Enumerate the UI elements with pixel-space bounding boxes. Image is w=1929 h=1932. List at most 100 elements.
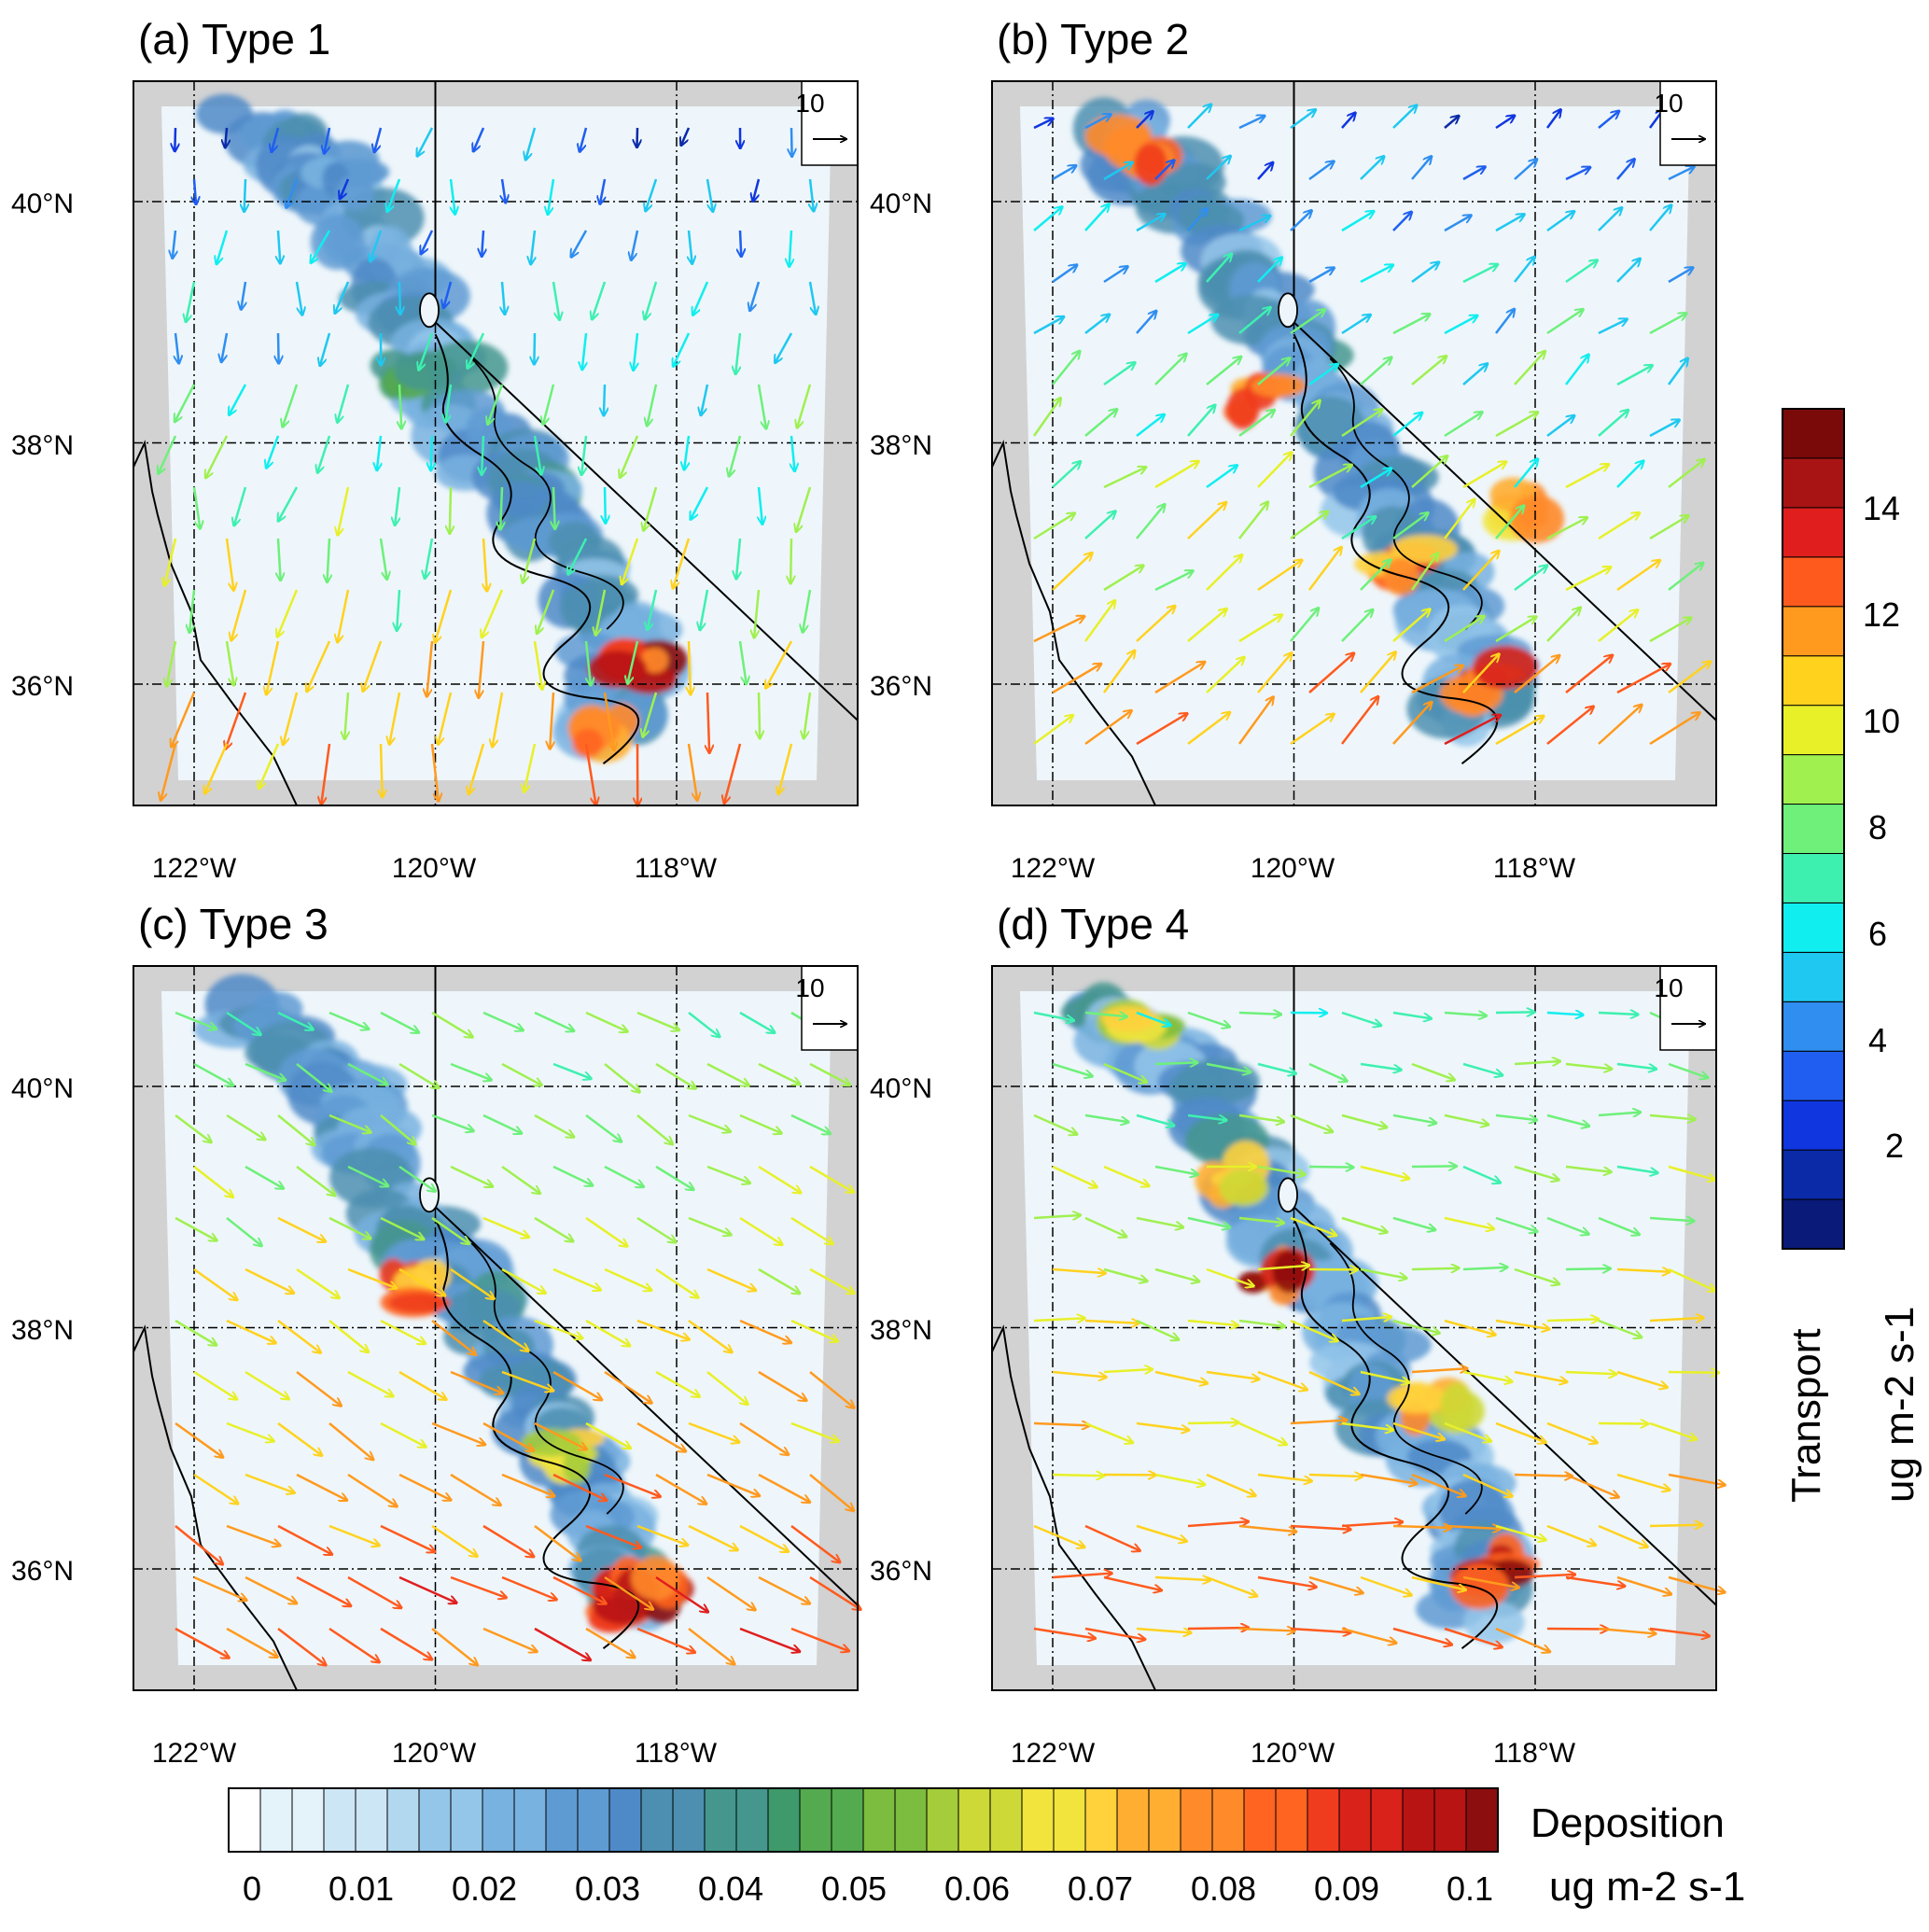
transport-vector <box>328 1524 380 1546</box>
transport-vector <box>1565 655 1613 693</box>
transport-vector <box>1616 560 1660 592</box>
transport-vector <box>1514 566 1547 592</box>
transport-vector <box>245 1165 284 1189</box>
transport-vector <box>344 692 348 739</box>
transport-vector <box>1392 1011 1432 1018</box>
transport-vector <box>1154 160 1174 180</box>
transport-vector <box>380 1114 415 1144</box>
transport-vector <box>1154 354 1186 385</box>
lat-tick-38-a: 38°N <box>11 430 74 461</box>
transport-vector <box>701 384 709 415</box>
transport-vector <box>450 1473 501 1505</box>
transport-vector <box>194 178 196 204</box>
transport-vector <box>1411 1575 1466 1590</box>
transport-vector <box>1084 114 1111 130</box>
transport-vector <box>739 1319 791 1343</box>
transport-vector <box>1668 1062 1708 1078</box>
transport-vector <box>759 486 762 525</box>
deposition-colorbar-segment <box>482 1787 515 1853</box>
transport-vector <box>1206 1370 1259 1379</box>
transport-vector <box>1084 1113 1129 1122</box>
transport-vector <box>1598 111 1619 129</box>
transport-colorbar-label: Transport <box>1783 1328 1829 1503</box>
transport-vector <box>1360 156 1384 180</box>
transport-vector <box>328 1113 371 1132</box>
ref-vector-box <box>801 965 859 1051</box>
transport-vector <box>380 1524 435 1552</box>
transport-vector <box>335 281 350 314</box>
transport-vector <box>278 538 281 581</box>
transport-vector <box>790 538 791 583</box>
transport-vector <box>1514 1061 1560 1064</box>
deposition-tick-0-07: 0.07 <box>1068 1869 1133 1908</box>
transport-vector <box>1187 1628 1249 1629</box>
transport-vector <box>482 1524 534 1557</box>
transport-vector <box>1033 513 1075 540</box>
transport-vector <box>307 640 331 692</box>
transport-vector <box>636 1627 695 1653</box>
transport-vector <box>604 1575 653 1610</box>
transport-vector <box>277 1320 321 1353</box>
transport-vector <box>175 1525 223 1564</box>
transport-vector <box>1444 315 1477 335</box>
transport-vector <box>1649 1115 1696 1119</box>
transport-vector <box>753 178 761 202</box>
transport-vector <box>1084 1321 1139 1323</box>
transport-vector <box>1495 215 1525 232</box>
transport-vector <box>435 589 453 643</box>
panel-title-b: (b) Type 2 <box>997 15 1189 63</box>
transport-tick-6: 6 <box>1868 915 1887 953</box>
transport-vector <box>1341 1011 1381 1026</box>
transport-vector <box>473 127 485 151</box>
transport-vector <box>221 332 229 362</box>
transport-vector <box>1360 1267 1407 1279</box>
transport-vector <box>186 281 196 322</box>
transport-vector <box>245 1267 294 1294</box>
transport-vector <box>317 435 331 473</box>
transport-vector <box>1257 452 1292 488</box>
transport-vector <box>1616 1062 1656 1069</box>
transport-vector <box>1084 1524 1140 1551</box>
transport-vector <box>1052 165 1076 181</box>
transport-vector <box>739 1524 789 1552</box>
transport-vector <box>431 435 432 470</box>
transport-vector <box>482 589 504 637</box>
transport-vector <box>1290 1319 1338 1341</box>
transport-vector <box>1206 465 1237 489</box>
transport-vector <box>1103 1165 1149 1186</box>
transport-vector <box>580 127 588 152</box>
transport-vector <box>1136 1524 1187 1541</box>
transport-vector <box>1565 1268 1611 1269</box>
transport-vector <box>1308 268 1335 284</box>
deposition-hotspot <box>572 728 604 758</box>
transport-tick-2: 2 <box>1885 1127 1904 1165</box>
transport-vector <box>1495 309 1515 334</box>
transport-vector <box>673 538 691 589</box>
transport-vector <box>225 640 234 686</box>
transport-vector <box>443 281 453 308</box>
transport-vector <box>338 486 350 536</box>
transport-vector <box>534 1011 574 1031</box>
transport-vector <box>1033 1524 1084 1547</box>
deposition-colorbar-segment <box>228 1787 261 1853</box>
deposition-hotspot <box>1219 1169 1269 1207</box>
transport-vector <box>585 1421 631 1449</box>
deposition-colorbar-segment <box>1148 1787 1181 1853</box>
transport-vector <box>1462 462 1506 489</box>
transport-vector <box>1341 113 1355 129</box>
transport-vector <box>296 1575 351 1606</box>
transport-vector <box>758 1165 801 1193</box>
transport-vector <box>1495 617 1536 643</box>
transport-vector <box>370 230 383 261</box>
deposition-tick-0-05: 0.05 <box>821 1869 887 1908</box>
transport-vector <box>1238 410 1275 438</box>
transport-vector <box>450 1165 493 1186</box>
transport-vector <box>1206 1473 1256 1496</box>
transport-colorbar-segment <box>1782 852 1845 903</box>
transport-vector <box>550 692 553 749</box>
transport-vector <box>1667 358 1688 385</box>
panel-frame <box>991 965 1717 1691</box>
transport-vector <box>166 640 177 687</box>
transport-vector <box>648 589 658 630</box>
lat-tick-36-c: 36°N <box>11 1556 74 1587</box>
